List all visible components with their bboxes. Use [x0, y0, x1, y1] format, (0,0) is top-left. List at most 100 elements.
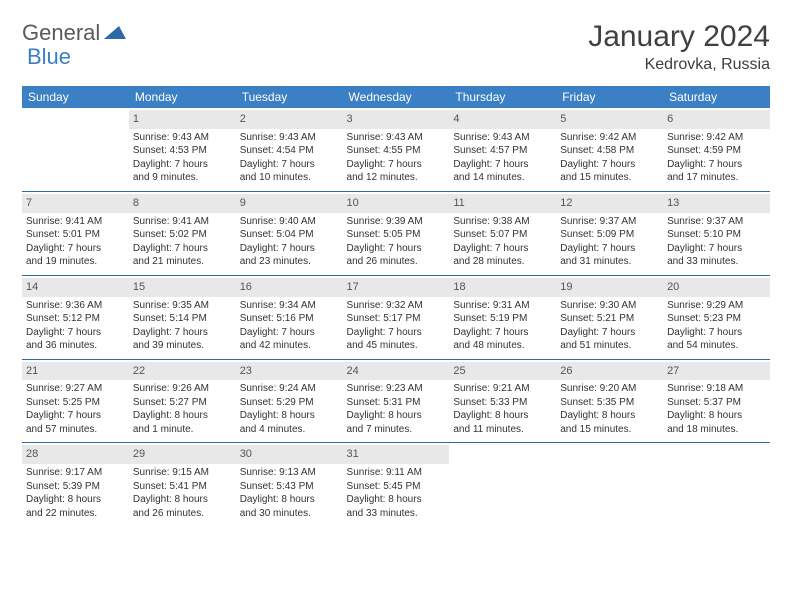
- calendar-cell: 3Sunrise: 9:43 AMSunset: 4:55 PMDaylight…: [343, 108, 450, 191]
- day-info-line: and 18 minutes.: [667, 423, 766, 437]
- logo-triangle-icon: [104, 23, 126, 44]
- day-info-line: and 19 minutes.: [26, 255, 125, 269]
- day-info-line: Daylight: 7 hours: [240, 158, 339, 172]
- day-info-line: Daylight: 7 hours: [133, 326, 232, 340]
- day-info-line: Sunset: 5:45 PM: [347, 480, 446, 494]
- day-info-line: Sunrise: 9:27 AM: [26, 382, 125, 396]
- calendar-week: 21Sunrise: 9:27 AMSunset: 5:25 PMDayligh…: [22, 360, 770, 443]
- day-number: 31: [343, 445, 450, 464]
- day-info-line: Sunset: 5:14 PM: [133, 312, 232, 326]
- day-info-line: Sunrise: 9:32 AM: [347, 299, 446, 313]
- day-info-line: Daylight: 8 hours: [453, 409, 552, 423]
- day-info-line: and 42 minutes.: [240, 339, 339, 353]
- day-info-line: and 33 minutes.: [347, 507, 446, 521]
- logo-text-blue: Blue: [27, 44, 71, 69]
- day-info-line: and 23 minutes.: [240, 255, 339, 269]
- day-info-line: and 14 minutes.: [453, 171, 552, 185]
- day-info-line: Daylight: 7 hours: [560, 326, 659, 340]
- day-info-line: Daylight: 8 hours: [347, 493, 446, 507]
- calendar-cell: 20Sunrise: 9:29 AMSunset: 5:23 PMDayligh…: [663, 276, 770, 359]
- logo-text-blue-wrap: Blue: [27, 44, 71, 70]
- day-info-line: Sunrise: 9:43 AM: [133, 131, 232, 145]
- day-info-line: and 28 minutes.: [453, 255, 552, 269]
- day-number: 16: [236, 278, 343, 297]
- day-info-line: Sunrise: 9:24 AM: [240, 382, 339, 396]
- day-info-line: Sunset: 5:41 PM: [133, 480, 232, 494]
- day-info-line: Daylight: 7 hours: [667, 326, 766, 340]
- day-info-line: Sunrise: 9:43 AM: [240, 131, 339, 145]
- day-info-line: Sunset: 5:01 PM: [26, 228, 125, 242]
- day-number: 10: [343, 194, 450, 213]
- day-info-line: Sunrise: 9:31 AM: [453, 299, 552, 313]
- day-number: 9: [236, 194, 343, 213]
- calendar-cell: 13Sunrise: 9:37 AMSunset: 5:10 PMDayligh…: [663, 192, 770, 275]
- day-info-line: Daylight: 8 hours: [240, 409, 339, 423]
- day-info-line: Sunrise: 9:34 AM: [240, 299, 339, 313]
- day-info-line: Sunrise: 9:18 AM: [667, 382, 766, 396]
- day-info-line: Sunset: 5:23 PM: [667, 312, 766, 326]
- day-info-line: Daylight: 7 hours: [667, 158, 766, 172]
- calendar-cell: 30Sunrise: 9:13 AMSunset: 5:43 PMDayligh…: [236, 443, 343, 526]
- calendar-cell: 14Sunrise: 9:36 AMSunset: 5:12 PMDayligh…: [22, 276, 129, 359]
- day-info-line: Sunset: 5:02 PM: [133, 228, 232, 242]
- day-info-line: Sunset: 5:04 PM: [240, 228, 339, 242]
- day-info-line: Sunrise: 9:43 AM: [347, 131, 446, 145]
- calendar-cell: 5Sunrise: 9:42 AMSunset: 4:58 PMDaylight…: [556, 108, 663, 191]
- day-info-line: Daylight: 8 hours: [347, 409, 446, 423]
- day-info-line: Daylight: 8 hours: [560, 409, 659, 423]
- calendar-cell: 2Sunrise: 9:43 AMSunset: 4:54 PMDaylight…: [236, 108, 343, 191]
- month-title: January 2024: [588, 20, 770, 54]
- day-info-line: Sunset: 5:39 PM: [26, 480, 125, 494]
- calendar-table: SundayMondayTuesdayWednesdayThursdayFrid…: [22, 86, 770, 526]
- day-number: 5: [556, 110, 663, 129]
- day-info-line: Sunrise: 9:42 AM: [560, 131, 659, 145]
- day-info-line: Sunset: 4:53 PM: [133, 144, 232, 158]
- calendar-cell: 6Sunrise: 9:42 AMSunset: 4:59 PMDaylight…: [663, 108, 770, 191]
- weekday-header: Friday: [556, 86, 663, 108]
- day-info-line: Daylight: 8 hours: [26, 493, 125, 507]
- day-info-line: and 31 minutes.: [560, 255, 659, 269]
- day-info-line: Sunrise: 9:43 AM: [453, 131, 552, 145]
- day-info-line: and 15 minutes.: [560, 423, 659, 437]
- calendar-cell: 18Sunrise: 9:31 AMSunset: 5:19 PMDayligh…: [449, 276, 556, 359]
- calendar-cell: 15Sunrise: 9:35 AMSunset: 5:14 PMDayligh…: [129, 276, 236, 359]
- calendar-week: 14Sunrise: 9:36 AMSunset: 5:12 PMDayligh…: [22, 276, 770, 359]
- day-info-line: Daylight: 7 hours: [26, 326, 125, 340]
- calendar-cell: 22Sunrise: 9:26 AMSunset: 5:27 PMDayligh…: [129, 360, 236, 443]
- day-number: 23: [236, 362, 343, 381]
- day-info-line: Daylight: 7 hours: [240, 242, 339, 256]
- day-number: 27: [663, 362, 770, 381]
- day-info-line: and 57 minutes.: [26, 423, 125, 437]
- day-info-line: Daylight: 7 hours: [240, 326, 339, 340]
- day-number: 21: [22, 362, 129, 381]
- day-info-line: Daylight: 8 hours: [133, 493, 232, 507]
- day-info-line: and 17 minutes.: [667, 171, 766, 185]
- day-info-line: Sunset: 5:25 PM: [26, 396, 125, 410]
- day-info-line: Sunset: 4:59 PM: [667, 144, 766, 158]
- title-block: January 2024 Kedrovka, Russia: [588, 20, 770, 74]
- day-info-line: Sunrise: 9:39 AM: [347, 215, 446, 229]
- day-number: 24: [343, 362, 450, 381]
- weekday-header: Sunday: [22, 86, 129, 108]
- day-info-line: Sunrise: 9:17 AM: [26, 466, 125, 480]
- day-info-line: Sunset: 5:35 PM: [560, 396, 659, 410]
- day-number: 28: [22, 445, 129, 464]
- day-info-line: Sunset: 4:58 PM: [560, 144, 659, 158]
- day-info-line: Sunrise: 9:40 AM: [240, 215, 339, 229]
- day-info-line: Daylight: 7 hours: [667, 242, 766, 256]
- day-number: 4: [449, 110, 556, 129]
- weekday-header: Monday: [129, 86, 236, 108]
- day-info-line: Sunrise: 9:36 AM: [26, 299, 125, 313]
- calendar-cell: [22, 108, 129, 191]
- day-info-line: Daylight: 7 hours: [453, 158, 552, 172]
- day-number: 7: [22, 194, 129, 213]
- calendar-cell: 8Sunrise: 9:41 AMSunset: 5:02 PMDaylight…: [129, 192, 236, 275]
- day-info-line: Daylight: 7 hours: [26, 409, 125, 423]
- day-number: 6: [663, 110, 770, 129]
- day-info-line: Sunset: 4:54 PM: [240, 144, 339, 158]
- day-number: 3: [343, 110, 450, 129]
- calendar-cell: 31Sunrise: 9:11 AMSunset: 5:45 PMDayligh…: [343, 443, 450, 526]
- day-info-line: Sunrise: 9:21 AM: [453, 382, 552, 396]
- day-info-line: Daylight: 7 hours: [347, 326, 446, 340]
- day-info-line: and 1 minute.: [133, 423, 232, 437]
